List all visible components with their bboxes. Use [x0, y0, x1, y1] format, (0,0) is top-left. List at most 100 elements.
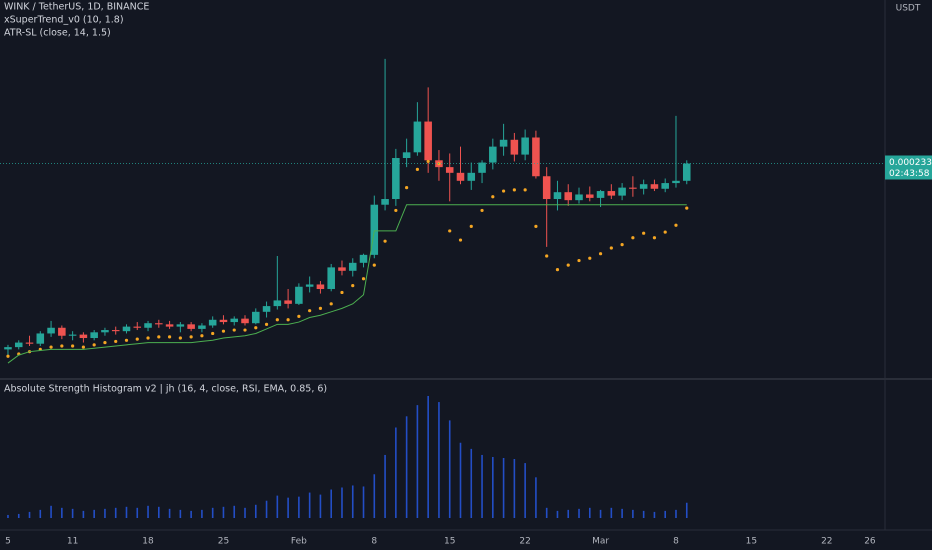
candle-body: [682, 163, 691, 181]
candle-body: [521, 137, 529, 155]
supertrend-dot: [598, 252, 603, 256]
candle-body: [219, 319, 228, 323]
marks-layer: [0, 58, 885, 518]
candle-body: [284, 300, 292, 304]
supertrend-dot: [71, 344, 75, 348]
candle-body: [370, 204, 379, 255]
candle-body: [36, 333, 45, 344]
supertrend-dot: [297, 314, 301, 318]
x-tick-label: Mar: [592, 537, 609, 547]
candle-body: [122, 326, 131, 332]
supertrend-dot: [491, 195, 495, 199]
candle-body: [402, 152, 411, 159]
candle-body: [111, 330, 120, 332]
supertrend-dot: [243, 328, 247, 332]
candle-body: [338, 267, 346, 271]
supertrend-dot: [512, 188, 516, 192]
supertrend-dot: [620, 242, 624, 247]
supertrend-dot: [448, 229, 452, 233]
candle-body: [79, 334, 88, 339]
supertrend-dot: [545, 254, 549, 258]
supertrend-dot: [652, 236, 657, 240]
supertrend-dot: [92, 343, 96, 347]
supertrend-dot: [631, 236, 635, 240]
supertrend-dot: [523, 188, 527, 192]
x-tick-label: 18: [142, 537, 154, 547]
indicator-legend: ATR-SL (close, 14, 1.5): [4, 28, 111, 39]
supertrend-dot: [329, 302, 333, 306]
supertrend-dot: [221, 329, 226, 333]
supertrend-dot: [189, 335, 193, 339]
candle-body: [176, 324, 185, 327]
candle-body: [381, 199, 389, 205]
candle-body: [187, 324, 195, 329]
supertrend-dot: [674, 223, 678, 227]
supertrend-dot: [351, 284, 355, 288]
countdown-label: 02:43:58: [889, 169, 930, 179]
candle-body: [241, 318, 249, 324]
supertrend-dot: [340, 290, 344, 295]
candle-body: [4, 347, 12, 350]
candle-body: [478, 162, 486, 173]
x-tick-label: 5: [5, 537, 11, 547]
candle-body: [348, 262, 357, 271]
candle-body: [230, 318, 239, 323]
candle-body: [316, 284, 325, 290]
supertrend-dot: [49, 345, 53, 349]
supertrend-dot: [6, 354, 10, 358]
candle-body: [58, 327, 66, 336]
supertrend-dot: [103, 340, 107, 345]
supertrend-dot: [469, 224, 473, 228]
candle-body: [489, 146, 497, 163]
candle-body: [144, 323, 152, 328]
candle-body: [424, 121, 432, 161]
candle-body: [499, 139, 508, 147]
x-tick-label: Feb: [291, 537, 307, 547]
candle-body: [639, 184, 648, 189]
candle-body: [618, 187, 626, 196]
supertrend-dot: [167, 335, 172, 339]
candle-body: [273, 300, 282, 307]
candle-body: [359, 254, 368, 263]
supertrend-dot: [642, 231, 646, 235]
candle-body: [467, 172, 476, 181]
candle-body: [14, 342, 23, 348]
candle-body: [392, 158, 400, 200]
supertrend-dot: [566, 263, 570, 267]
candle-body: [101, 330, 109, 333]
candle-body: [564, 192, 573, 201]
candle-body: [165, 324, 174, 327]
supertrend-dot: [588, 256, 592, 260]
supertrend-dot: [114, 339, 118, 344]
supertrend-dot: [232, 328, 236, 332]
x-tick-label: 8: [673, 537, 679, 547]
candle-body: [47, 327, 55, 334]
candle-body: [155, 323, 163, 325]
x-tick-label: 15: [746, 537, 757, 547]
candle-body: [586, 194, 594, 198]
candle-body: [198, 325, 206, 329]
supertrend-dot: [264, 322, 269, 326]
supertrend-dot: [286, 318, 290, 322]
supertrend-dot: [685, 206, 689, 210]
candle-body: [607, 191, 616, 196]
candle-body: [553, 192, 562, 200]
supertrend-dot: [211, 331, 215, 336]
last-price-box: [885, 155, 932, 180]
candle-body: [90, 332, 98, 339]
x-tick-label: 22: [519, 537, 530, 547]
indicator-legend: Absolute Strength Histogram v2 | jh (16,…: [4, 384, 327, 395]
x-tick-label: 26: [864, 537, 876, 547]
supertrend-dot: [135, 337, 139, 341]
supertrend-dot: [394, 208, 398, 213]
supertrend-dot: [534, 224, 538, 228]
supertrend-dot: [124, 338, 129, 342]
stop-loss-line: [7, 204, 687, 364]
candle-body: [575, 194, 583, 201]
supertrend-dot: [254, 326, 258, 330]
candle-body: [262, 306, 271, 312]
candle-body: [672, 180, 680, 184]
supertrend-dot: [361, 277, 366, 281]
